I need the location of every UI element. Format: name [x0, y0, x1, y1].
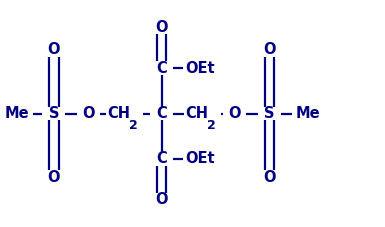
Text: O: O [82, 106, 95, 121]
Text: OEt: OEt [186, 151, 215, 166]
Text: OEt: OEt [186, 61, 215, 76]
Text: O: O [263, 170, 276, 185]
Text: Me: Me [5, 106, 30, 121]
Text: C: C [156, 106, 167, 121]
Text: S: S [49, 106, 59, 121]
Text: Me: Me [296, 106, 320, 121]
Text: O: O [48, 170, 60, 185]
Text: CH: CH [107, 106, 130, 121]
Text: 2: 2 [129, 119, 137, 132]
Text: O: O [228, 106, 240, 121]
Text: C: C [156, 61, 167, 76]
Text: S: S [264, 106, 275, 121]
Text: O: O [156, 20, 168, 35]
Text: O: O [156, 192, 168, 207]
Text: O: O [48, 42, 60, 57]
Text: C: C [156, 151, 167, 166]
Text: O: O [263, 42, 276, 57]
Text: CH: CH [185, 106, 208, 121]
Text: 2: 2 [207, 119, 215, 132]
